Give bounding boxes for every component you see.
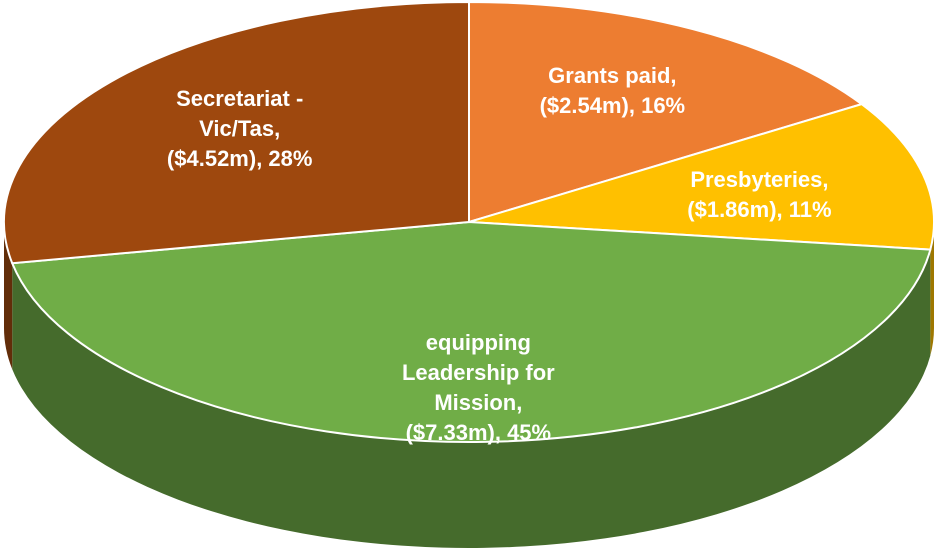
value-label: ($4.52m), 28% xyxy=(166,146,313,172)
category-label: equipping Leadership for Mission, xyxy=(401,330,555,416)
value-label: ($7.33m), 45% xyxy=(405,420,552,446)
slice-label: Presbyteries, ($1.86m), 11% xyxy=(664,165,854,225)
slice xyxy=(468,103,935,251)
slice-label: Grants paid, ($2.54m), 16% xyxy=(517,61,707,121)
category-label: Grants paid, xyxy=(548,63,677,89)
slice xyxy=(3,0,470,265)
slice-side xyxy=(12,249,931,549)
slice-label: equipping Leadership for Mission, ($7.33m… xyxy=(383,328,573,448)
category-label: Presbyteries, xyxy=(690,167,829,193)
slice-label: Secretariat - Vic/Tas, ($4.52m), 28% xyxy=(145,84,335,174)
value-label: ($1.86m), 11% xyxy=(687,197,832,223)
value-label: ($2.54m), 16% xyxy=(539,93,686,119)
category-label: Secretariat - Vic/Tas, xyxy=(176,86,304,142)
slice xyxy=(468,0,864,224)
slice xyxy=(10,220,932,443)
slice-side xyxy=(930,222,934,356)
